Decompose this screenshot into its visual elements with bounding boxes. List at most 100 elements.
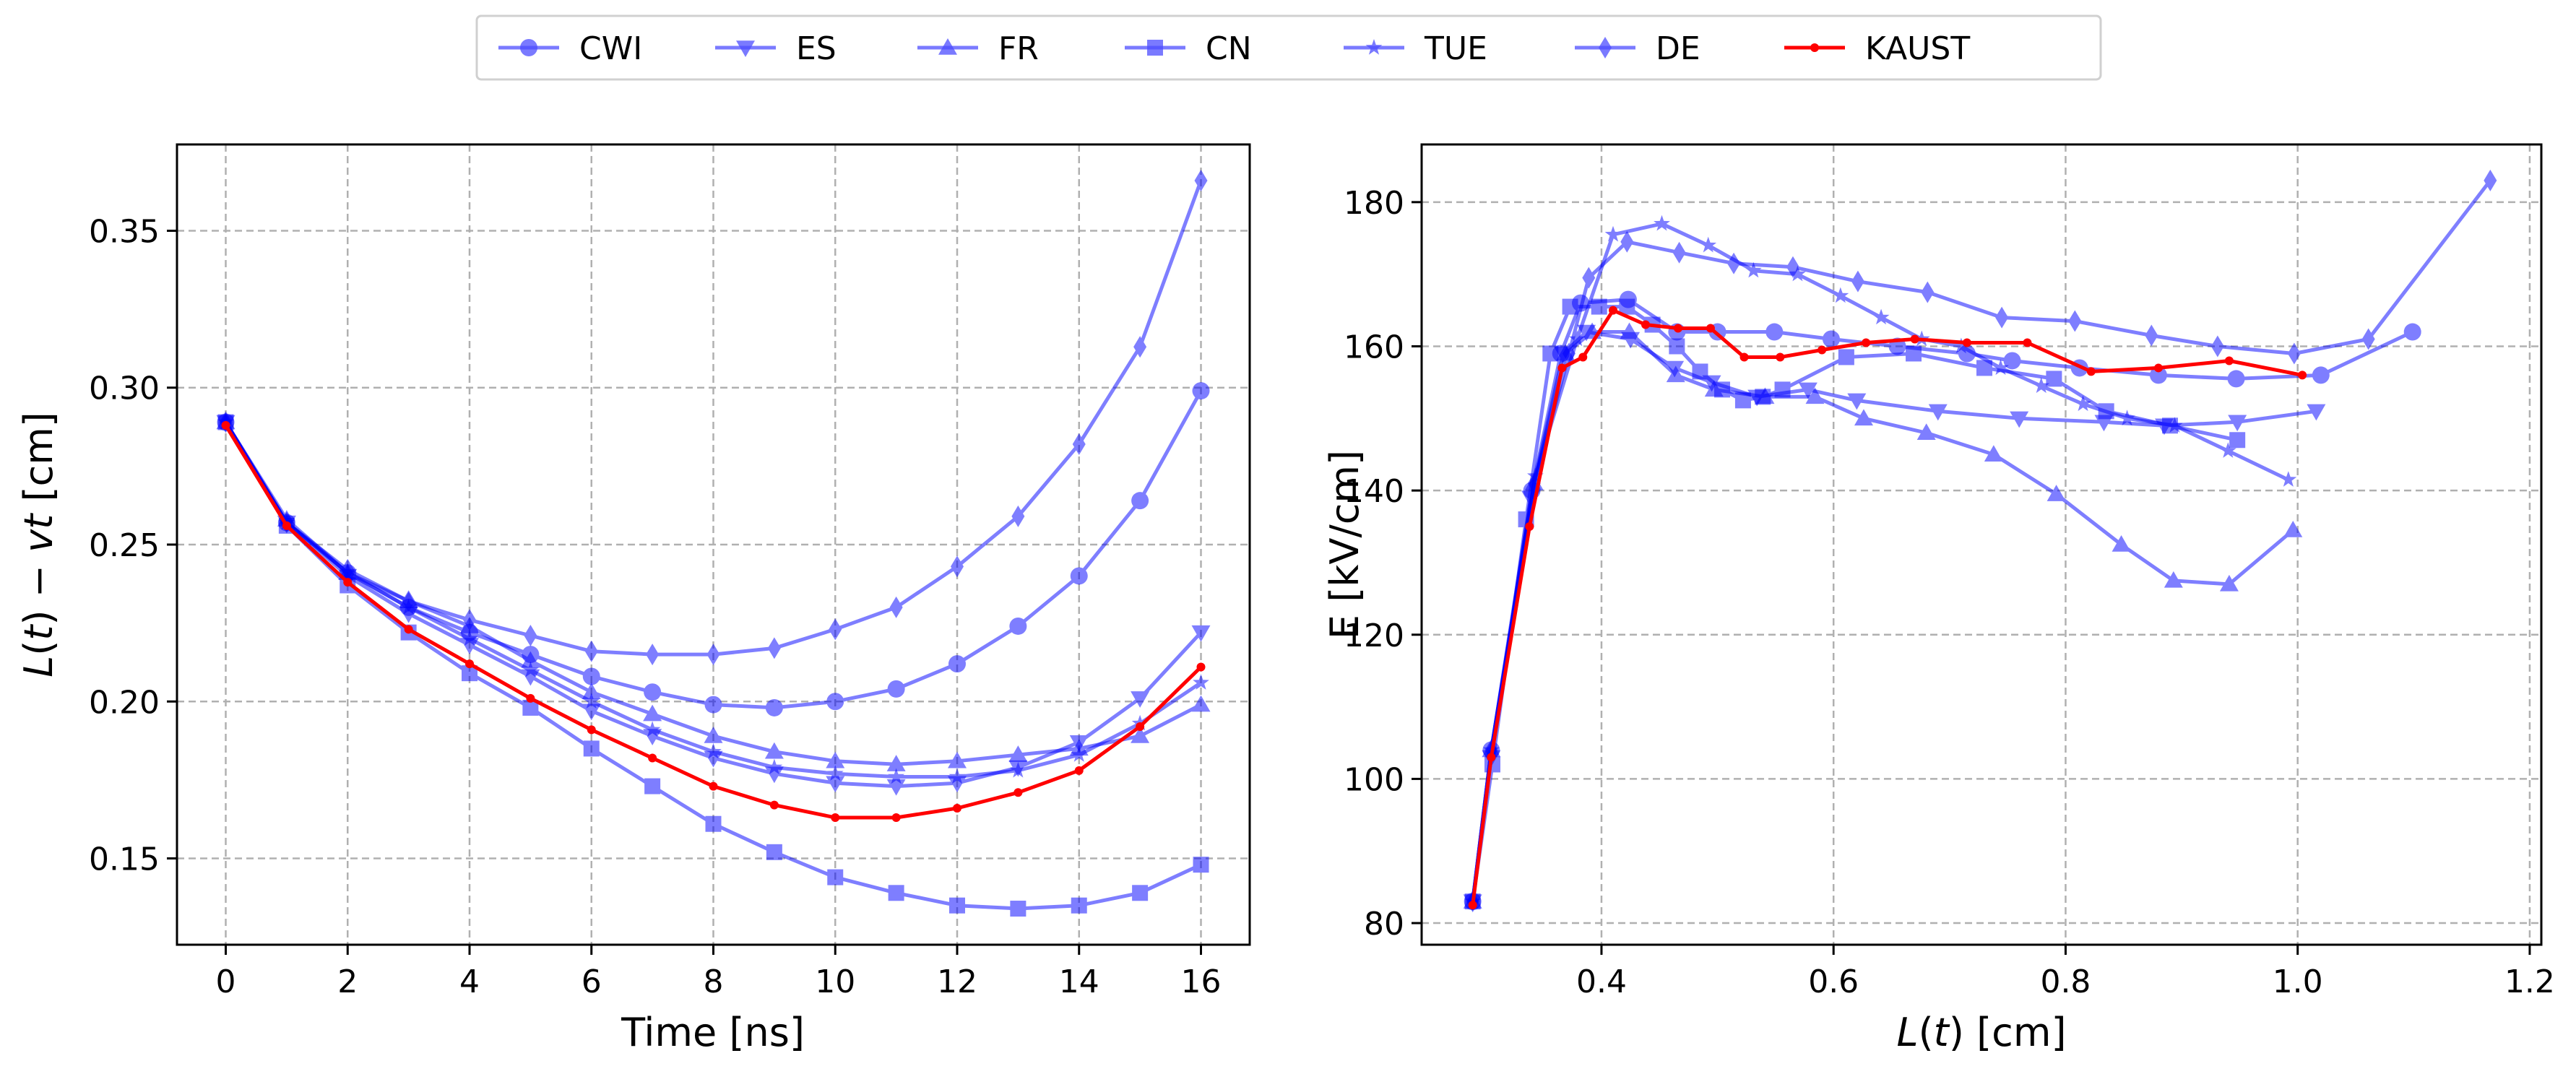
series-de [219,169,1208,666]
data-point-cn [644,778,661,794]
data-point-cn [522,699,539,716]
data-point-kaust [465,659,474,669]
y-tick-label: 0.30 [89,371,160,407]
data-point-tue [1654,215,1670,231]
y-tick-label: 140 [1344,473,1404,510]
data-point-de [2068,310,2082,332]
data-point-cwi [582,667,600,685]
data-point-es [764,766,784,784]
data-point-kaust [1196,662,1206,672]
x-tick-label: 12 [937,963,977,1000]
x-tick-label: 14 [1059,963,1099,1000]
y-tick-label: 120 [1344,618,1404,654]
data-point-tue [2075,395,2091,412]
legend-label-de: DE [1656,30,1700,67]
data-point-kaust [1962,338,1971,347]
data-point-cwi [2149,366,2167,384]
x-tick-label: 1.2 [2504,963,2555,1000]
x-tick-label: 6 [582,963,602,1000]
data-point-kaust [1074,766,1084,775]
data-point-kaust [1910,334,1919,344]
data-point-de [889,596,903,618]
data-point-cn [827,869,844,885]
data-point-de [1851,270,1864,293]
data-point-cn [766,844,782,860]
data-point-fr [1854,409,1873,426]
data-point-de [584,640,598,662]
data-point-tue [644,721,661,737]
data-point-cwi [2227,370,2245,388]
data-point-fr [826,751,845,768]
data-point-fr [1984,445,2003,462]
right-axes: 0.4 0.6 0.8 1.0 1.2 80 100 120 140 160 180 L(t) [… [1322,143,2555,1055]
data-point-fr [1008,745,1028,762]
x-tick-label: 4 [459,963,480,1000]
y-tick-label: 180 [1344,185,1404,222]
data-point-fr [2219,574,2239,592]
data-point-cn [1692,363,1708,380]
data-point-cwi [1822,330,1840,348]
data-point-kaust [282,521,291,530]
y-tick-label: 100 [1344,761,1404,798]
legend-marker-de [1599,37,1612,59]
data-point-cwi [2403,323,2421,341]
data-point-de [402,590,415,612]
legend: CWI ES FR CN TUE DE KAUST [475,14,2102,81]
legend-label-cwi: CWI [579,30,642,67]
right-xticks: 0.4 0.6 0.8 1.0 1.2 [1576,945,2555,1000]
series-line-fr [1471,330,2294,902]
data-point-tue [1568,330,1586,347]
data-point-cwi [887,680,905,698]
legend-marker-cwi [520,39,537,56]
data-point-kaust [2086,367,2096,376]
left-xlabel: Time [ns] [621,1010,805,1055]
data-point-fr [704,727,723,743]
data-point-cn [1562,298,1578,315]
legend-marker-cn [1147,40,1163,56]
data-point-kaust [1578,352,1588,362]
series-cn [1464,298,2246,910]
right-yticks: 80 100 120 140 160 180 [1344,185,1422,943]
data-point-de [1562,342,1576,365]
data-point-cwi [704,696,722,714]
data-point-kaust [1673,324,1682,333]
data-point-tue [1789,265,1806,282]
data-point-cn [2046,371,2062,387]
y-tick-label: 160 [1344,329,1404,365]
legend-entry-tue: TUE [1344,30,1487,67]
data-point-de [706,644,720,666]
data-point-tue [1953,337,1970,354]
series-line-cwi [1471,298,2413,902]
y-tick-label: 80 [1364,906,1404,943]
data-point-tue [1604,225,1622,242]
data-point-es [1191,625,1211,642]
series-de [1466,169,2497,913]
right-xlabel: L(t) [cm] [1896,1010,2066,1055]
legend-label-kaust: KAUST [1865,30,1970,67]
data-point-kaust [953,803,961,813]
data-point-tue [888,768,904,784]
data-point-de [463,609,476,631]
data-point-cn [1619,298,1635,315]
data-point-de [1011,505,1025,527]
legend-label-es: ES [796,30,837,67]
data-point-es [2010,411,2029,428]
right-grid [1422,144,2541,945]
data-point-tue [1745,261,1762,278]
data-point-tue [705,742,722,759]
data-point-cn [2229,432,2246,449]
legend-marker-es [736,40,755,57]
data-point-kaust [221,420,230,430]
data-point-cwi [2003,352,2021,370]
data-point-cn [705,815,722,832]
x-tick-label: 0.6 [1808,963,1859,1000]
data-point-tue [583,693,600,709]
series-line-kaust [1471,308,2303,906]
left-yticks: 0.15 0.20 0.25 0.30 0.35 [89,213,177,878]
data-point-cwi [765,698,783,716]
data-point-kaust [2153,363,2163,373]
legend-entry-cn: CN [1125,30,1252,67]
data-point-cn [583,740,600,757]
legend-entry-cwi: CWI [498,30,642,67]
